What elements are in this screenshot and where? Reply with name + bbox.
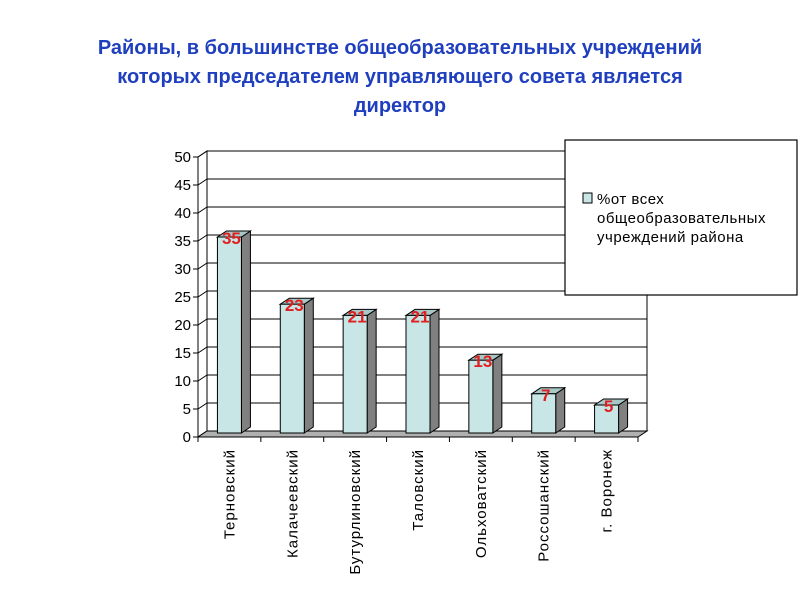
gridline-side [197, 150, 208, 158]
bar [216, 236, 242, 434]
legend-swatch [582, 192, 593, 204]
bar-side [555, 386, 566, 434]
y-tick-label: 15 [174, 345, 191, 362]
bar-side [303, 297, 314, 434]
x-axis: Терновский Калачеевский Бутурлиновский Тало… [197, 437, 639, 575]
bar-side [240, 230, 251, 434]
bar [405, 314, 431, 434]
bar [531, 393, 557, 434]
y-tick-label: 30 [174, 261, 191, 278]
y-tick-label: 50 [174, 149, 191, 166]
gridline-side [197, 374, 208, 382]
gridline-side [197, 234, 208, 242]
category-label: Калачеевский [284, 449, 301, 558]
y-tick-label: 10 [174, 373, 191, 390]
data-label: 13 [473, 352, 492, 371]
category-label: Ольховатский [473, 449, 490, 558]
category-label: Терновский [221, 449, 238, 539]
legend-line-3: учреждений района [597, 229, 744, 246]
gridline-side [197, 346, 208, 354]
data-label: 21 [348, 307, 367, 326]
category-label: Россошанский [536, 449, 553, 562]
bar-side [429, 308, 440, 434]
title-line-3: директор [353, 95, 447, 117]
y-tick-label: 45 [174, 177, 191, 194]
bar-side [492, 353, 503, 434]
bar [468, 359, 494, 434]
legend: %от всех общеобразовательных учреждений … [564, 139, 798, 296]
y-tick-label: 5 [183, 401, 191, 418]
y-tick-label: 0 [183, 429, 191, 446]
data-label: 35 [222, 229, 241, 248]
bar [342, 314, 368, 434]
title-line-1: Районы, в большинстве общеобразовательны… [97, 37, 703, 59]
bar-side [366, 308, 377, 434]
data-labels: 35 23 21 21 13 7 5 [222, 229, 613, 416]
data-label: 5 [604, 397, 613, 416]
y-axis: 0 5 10 15 20 25 30 35 40 45 50 [174, 149, 198, 446]
gridline-side [197, 206, 208, 214]
category-label: Таловский [410, 449, 427, 531]
gridline-side [197, 178, 208, 186]
gridline-side [197, 402, 208, 410]
legend-line-1: %от всех [597, 191, 664, 208]
category-label: г. Воронеж [599, 449, 616, 533]
gridline-side [197, 262, 208, 270]
title-line-2: которых председателем управляющего совет… [117, 66, 683, 88]
y-tick-label: 40 [174, 205, 191, 222]
category-label: Бутурлиновский [347, 449, 364, 575]
data-label: 23 [285, 296, 304, 315]
bar [279, 303, 305, 434]
gridline-side [197, 318, 208, 326]
data-label: 21 [411, 307, 430, 326]
gridline-side [197, 290, 208, 298]
y-tick-label: 35 [174, 233, 191, 250]
bar [594, 404, 620, 434]
legend-line-2: общеобразовательных [597, 210, 766, 227]
data-label: 7 [541, 386, 550, 405]
bars [215, 230, 630, 434]
y-tick-label: 20 [174, 317, 191, 334]
chart-title: Районы, в большинстве общеобразовательны… [40, 34, 760, 121]
y-tick-label: 25 [174, 289, 191, 306]
legend-box [564, 139, 798, 296]
